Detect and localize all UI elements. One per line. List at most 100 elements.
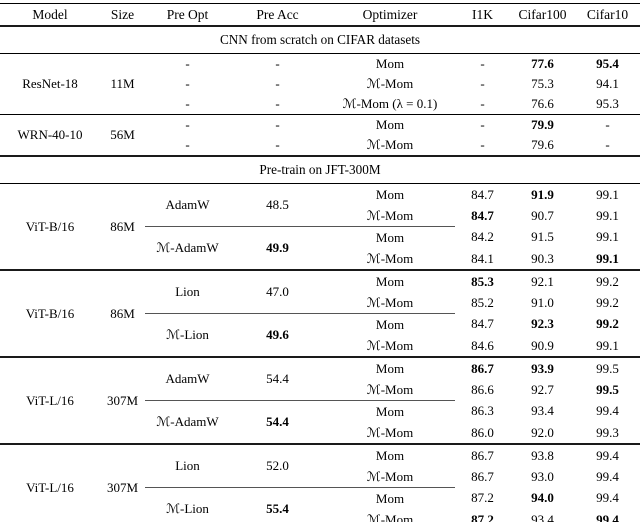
- table-row: ℳ-Mom 86.7 93.0 99.4: [0, 466, 640, 488]
- cell-pre-acc: 49.6: [230, 313, 325, 358]
- col-header-pre-acc: Pre Acc: [230, 3, 325, 27]
- cell-cifar10: 95.4: [596, 56, 619, 71]
- cell-pre-acc: 55.4: [230, 487, 325, 522]
- cell-cifar10: 99.4: [596, 447, 619, 463]
- cell-optimizer: Mom: [375, 56, 405, 71]
- section-row-jft: Pre-train on JFT-300M: [0, 156, 640, 184]
- col-header-cifar100: Cifar100: [510, 3, 575, 27]
- cell-i1k: 84.2: [471, 229, 494, 245]
- col-header-cifar10: Cifar10: [575, 3, 640, 27]
- cell-pre-opt: ℳ-AdamW: [145, 400, 230, 445]
- table-row: ViT-B/16 86M AdamW 48.5 Mom 84.7 91.9 99…: [0, 183, 640, 271]
- cell-pre-opt: -: [185, 56, 190, 71]
- cell-optimizer: Mom: [375, 273, 405, 289]
- header-row: Model Size Pre Opt Pre Acc Optimizer I1K…: [0, 3, 640, 27]
- cell-optimizer: Mom: [375, 360, 405, 376]
- cell-i1k: -: [480, 117, 485, 132]
- table-row: ℳ-Mom 86.0 92.0 99.3: [0, 422, 640, 445]
- cell-pre-acc: -: [275, 76, 280, 91]
- cell-cifar10: 99.1: [575, 248, 640, 271]
- table-row: ℳ-AdamW 49.9 Mom 84.2 91.5 99.1: [0, 226, 640, 271]
- cell-cifar100: 91.9: [531, 186, 554, 202]
- cell-model: ViT-B/16: [0, 270, 100, 358]
- cell-size: 307M: [100, 444, 145, 522]
- section-row-cnn: CNN from scratch on CIFAR datasets: [0, 26, 640, 54]
- cell-pre-acc: 47.0: [230, 270, 325, 314]
- cell-i1k: -: [480, 56, 485, 71]
- cell-pre-opt: Lion: [145, 270, 230, 314]
- cell-cifar10: 99.5: [596, 360, 619, 376]
- table-row: ℳ-Mom 87.2 93.4 99.4: [0, 509, 640, 522]
- cell-size: 56M: [100, 114, 145, 157]
- cell-optimizer: ℳ-Mom: [325, 135, 455, 157]
- cell-i1k: 84.7: [471, 316, 494, 332]
- cell-pre-acc: 54.4: [230, 357, 325, 401]
- table-row: ℳ-Mom 85.2 91.0 99.2: [0, 292, 640, 314]
- cell-i1k: 86.7: [471, 447, 494, 463]
- cell-cifar100: 77.6: [531, 56, 554, 71]
- cell-size: 86M: [100, 270, 145, 358]
- cell-cifar100: 90.9: [510, 335, 575, 358]
- cell-pre-opt: -: [145, 94, 230, 115]
- cell-i1k: 86.6: [471, 381, 494, 397]
- cell-cifar10: 95.3: [575, 94, 640, 115]
- cell-i1k: 84.7: [471, 207, 494, 223]
- cell-cifar10: 99.5: [596, 381, 619, 397]
- cell-i1k: 87.2: [455, 509, 510, 522]
- cell-pre-opt: ℳ-AdamW: [145, 226, 230, 271]
- cell-pre-acc: -: [275, 56, 280, 71]
- cell-pre-acc: -: [230, 94, 325, 115]
- cell-cifar100: 92.7: [531, 381, 554, 397]
- col-header-model: Model: [0, 3, 100, 27]
- cell-cifar10: 99.2: [596, 273, 619, 289]
- cell-cifar100: 93.8: [531, 447, 554, 463]
- cell-pre-opt: -: [145, 135, 230, 157]
- cell-cifar10: -: [605, 117, 610, 132]
- cell-model: ViT-L/16: [0, 357, 100, 445]
- cell-cifar10: 99.1: [575, 335, 640, 358]
- cell-optimizer: Mom: [375, 229, 405, 245]
- cell-pre-acc: 48.5: [230, 183, 325, 227]
- cell-optimizer: Mom: [375, 447, 405, 463]
- cell-cifar100: 79.9: [531, 117, 554, 132]
- table-row: ℳ-Mom 84.7 90.7 99.1: [0, 205, 640, 227]
- table-row: - - ℳ-Mom - 75.3 94.1: [0, 74, 640, 94]
- cell-size: 11M: [100, 53, 145, 115]
- col-header-size: Size: [100, 3, 145, 27]
- cell-cifar100: 76.6: [510, 94, 575, 115]
- cell-pre-acc: -: [275, 117, 280, 132]
- cell-model: WRN-40-10: [0, 114, 100, 157]
- cell-pre-acc: 54.4: [230, 400, 325, 445]
- cell-i1k: 86.0: [455, 422, 510, 445]
- cell-cifar10: 94.1: [596, 76, 619, 91]
- cell-cifar10: 99.4: [596, 490, 619, 506]
- cell-optimizer: ℳ-Mom: [325, 509, 455, 522]
- table-row: ℳ-Mom 84.6 90.9 99.1: [0, 335, 640, 358]
- cell-i1k: -: [455, 135, 510, 157]
- cell-i1k: 85.3: [471, 273, 494, 289]
- cell-i1k: -: [480, 76, 485, 91]
- cell-optimizer: Mom: [375, 316, 405, 332]
- cell-cifar100: 93.9: [531, 360, 554, 376]
- table-row: - - ℳ-Mom - 79.6 -: [0, 135, 640, 157]
- cell-cifar100: 92.1: [531, 273, 554, 289]
- cell-pre-opt: Lion: [145, 444, 230, 488]
- cell-i1k: 86.7: [471, 360, 494, 376]
- cell-i1k: 87.2: [471, 490, 494, 506]
- cell-cifar100: 93.4: [510, 509, 575, 522]
- cell-i1k: 84.1: [455, 248, 510, 271]
- table-row: ℳ-AdamW 54.4 Mom 86.3 93.4 99.4: [0, 400, 640, 445]
- cell-optimizer: ℳ-Mom: [325, 422, 455, 445]
- results-table: Model Size Pre Opt Pre Acc Optimizer I1K…: [0, 3, 640, 522]
- cell-cifar10: 99.3: [575, 422, 640, 445]
- cell-size: 86M: [100, 183, 145, 271]
- cell-cifar10: 99.2: [596, 294, 619, 310]
- cell-i1k: 85.2: [471, 294, 494, 310]
- cell-i1k: 86.3: [471, 403, 494, 419]
- cell-cifar10: 99.1: [596, 186, 619, 202]
- cell-optimizer: ℳ-Mom: [325, 466, 455, 488]
- table-row: ViT-L/16 307M AdamW 54.4 Mom 86.7 93.9 9…: [0, 357, 640, 445]
- col-header-optimizer: Optimizer: [325, 3, 455, 27]
- cell-cifar10: 99.1: [596, 229, 619, 245]
